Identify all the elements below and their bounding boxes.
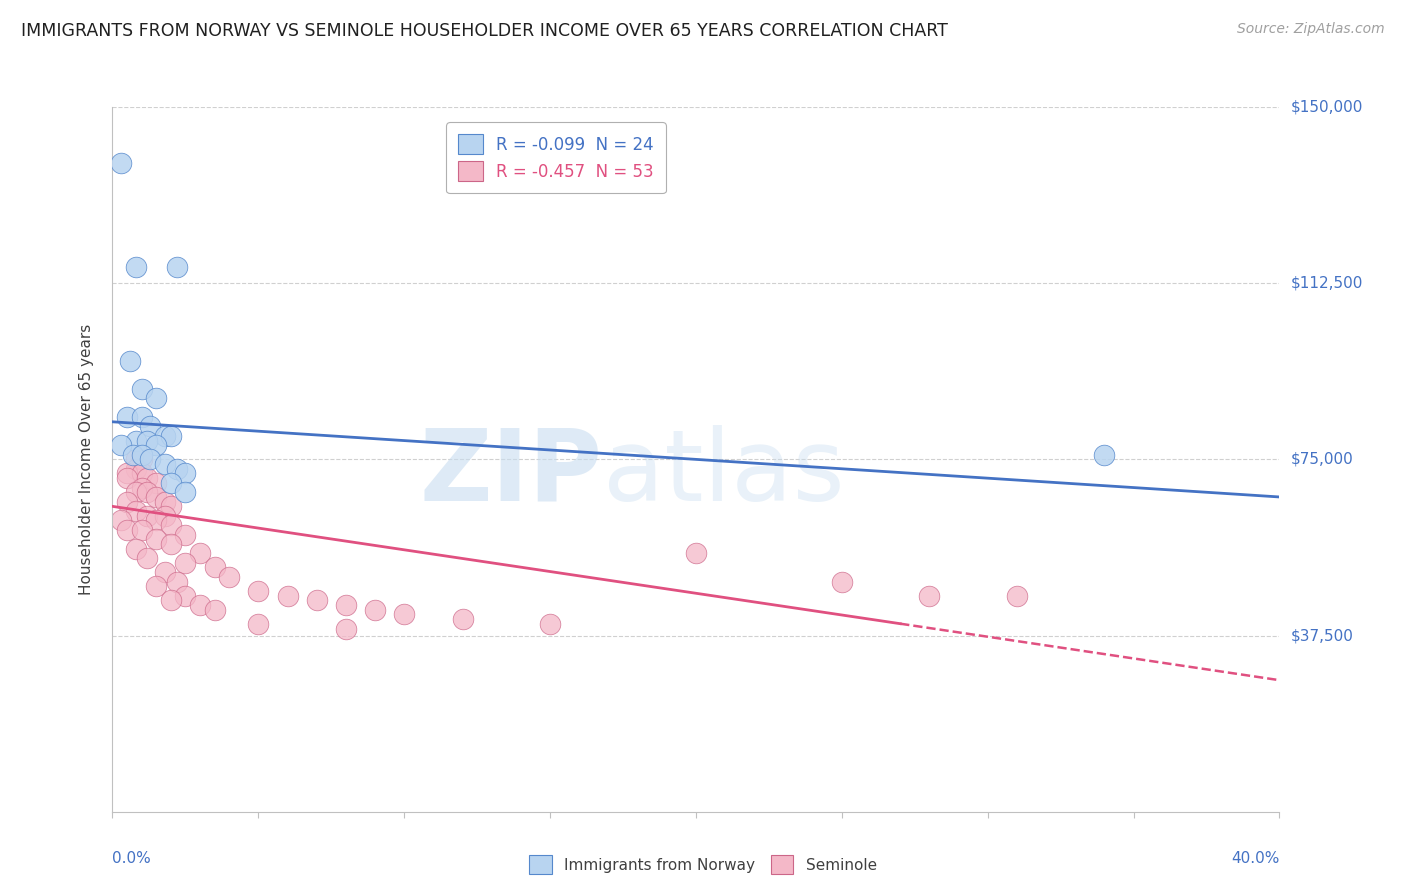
Text: atlas: atlas — [603, 425, 844, 522]
Point — [451, 612, 474, 626]
Point — [160, 518, 183, 533]
Point — [247, 583, 270, 598]
Point — [335, 622, 357, 636]
Point — [136, 508, 159, 523]
Point — [394, 607, 416, 622]
Point — [160, 475, 183, 490]
Point — [160, 429, 183, 443]
Point — [131, 523, 153, 537]
Text: Source: ZipAtlas.com: Source: ZipAtlas.com — [1237, 22, 1385, 37]
Point — [115, 523, 138, 537]
Point — [136, 471, 159, 485]
Point — [110, 513, 132, 527]
Point — [174, 485, 197, 500]
Text: $37,500: $37,500 — [1291, 628, 1354, 643]
Point — [166, 574, 188, 589]
Point — [145, 392, 167, 406]
Point — [125, 434, 148, 448]
Point — [110, 438, 132, 452]
Point — [831, 574, 853, 589]
Point — [125, 452, 148, 467]
Legend: Immigrants from Norway, Seminole: Immigrants from Norway, Seminole — [523, 849, 883, 880]
Point — [131, 382, 153, 396]
Point — [136, 434, 159, 448]
Text: $150,000: $150,000 — [1291, 100, 1362, 114]
Point — [153, 508, 176, 523]
Point — [1005, 589, 1028, 603]
Point — [139, 419, 162, 434]
Point — [125, 504, 148, 518]
Point — [125, 260, 148, 274]
Point — [136, 551, 159, 566]
Point — [145, 513, 167, 527]
Point — [131, 410, 153, 425]
Point — [160, 500, 183, 514]
Point — [131, 467, 153, 481]
Text: $112,500: $112,500 — [1291, 276, 1362, 291]
Point — [153, 565, 176, 579]
Point — [335, 598, 357, 612]
Text: ZIP: ZIP — [420, 425, 603, 522]
Point — [276, 589, 298, 603]
Point — [174, 556, 197, 570]
Point — [115, 471, 138, 485]
Point — [115, 410, 138, 425]
Point — [131, 481, 153, 495]
Point — [204, 603, 226, 617]
Point — [188, 598, 211, 612]
Point — [218, 570, 240, 584]
Point — [166, 260, 188, 274]
Point — [131, 452, 153, 467]
Point — [174, 467, 197, 481]
Point — [538, 616, 561, 631]
Point — [153, 494, 176, 508]
Point — [305, 593, 328, 607]
Point — [166, 462, 188, 476]
Point — [145, 475, 167, 490]
Point — [145, 438, 167, 452]
Point — [139, 452, 162, 467]
Point — [188, 546, 211, 560]
Point — [160, 537, 183, 551]
Point — [115, 467, 138, 481]
Point — [160, 593, 183, 607]
Point — [136, 485, 159, 500]
Text: $75,000: $75,000 — [1291, 452, 1354, 467]
Point — [174, 527, 197, 541]
Point — [153, 457, 176, 471]
Legend: R = -0.099  N = 24, R = -0.457  N = 53: R = -0.099 N = 24, R = -0.457 N = 53 — [446, 122, 665, 193]
Point — [918, 589, 941, 603]
Point — [145, 490, 167, 504]
Point — [364, 603, 387, 617]
Point — [174, 589, 197, 603]
Point — [145, 579, 167, 593]
Y-axis label: Householder Income Over 65 years: Householder Income Over 65 years — [79, 324, 94, 595]
Point — [131, 448, 153, 462]
Point — [1094, 448, 1116, 462]
Text: 0.0%: 0.0% — [112, 851, 152, 865]
Text: IMMIGRANTS FROM NORWAY VS SEMINOLE HOUSEHOLDER INCOME OVER 65 YEARS CORRELATION : IMMIGRANTS FROM NORWAY VS SEMINOLE HOUSE… — [21, 22, 948, 40]
Point — [110, 156, 132, 170]
Point — [145, 533, 167, 547]
Point — [685, 546, 707, 560]
Point — [125, 462, 148, 476]
Point — [122, 448, 145, 462]
Point — [115, 494, 138, 508]
Point — [247, 616, 270, 631]
Point — [153, 429, 176, 443]
Point — [118, 353, 141, 368]
Text: 40.0%: 40.0% — [1232, 851, 1279, 865]
Point — [125, 541, 148, 556]
Point — [125, 485, 148, 500]
Point — [204, 560, 226, 574]
